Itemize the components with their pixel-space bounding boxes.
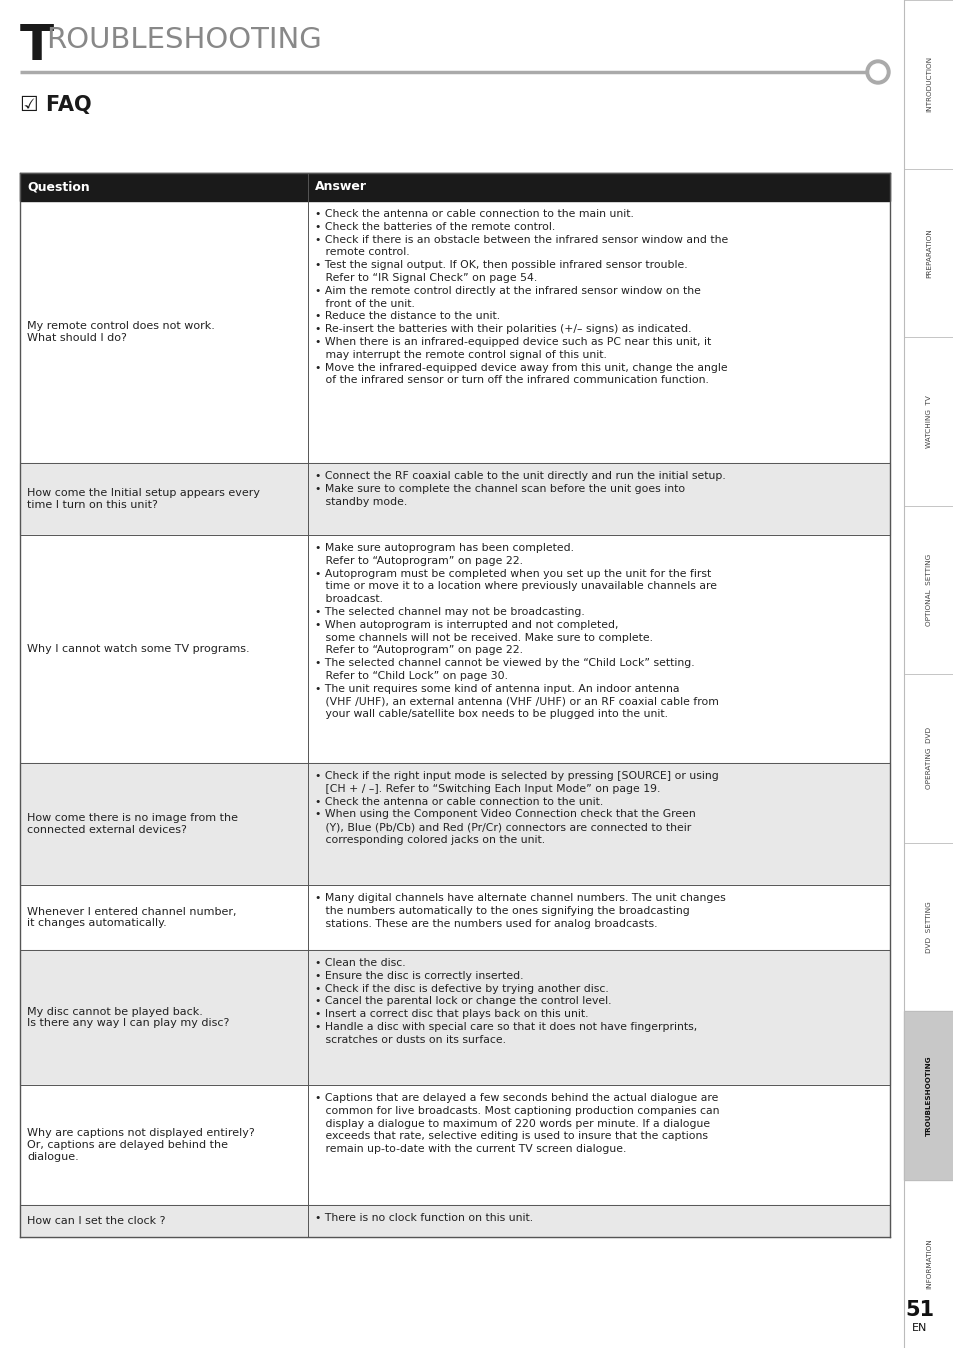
Bar	[20, 201, 889, 462]
Text: WATCHING  TV: WATCHING TV	[925, 395, 931, 448]
Text: My disc cannot be played back.
Is there any way I can play my disc?: My disc cannot be played back. Is there …	[27, 1007, 229, 1029]
Text: • Captions that are delayed a few seconds behind the actual dialogue are
   comm: • Captions that are delayed a few second…	[314, 1093, 719, 1154]
Text: Why are captions not displayed entirely?
Or, captions are delayed behind the
dia: Why are captions not displayed entirely?…	[27, 1128, 254, 1162]
Text: How come the Initial setup appears every
time I turn on this unit?: How come the Initial setup appears every…	[27, 488, 260, 510]
Text: • Check if the right input mode is selected by pressing [SOURCE] or using
   [CH: • Check if the right input mode is selec…	[314, 771, 718, 845]
Text: OPERATING  DVD: OPERATING DVD	[925, 727, 931, 790]
Text: • Many digital channels have alternate channel numbers. The unit changes
   the : • Many digital channels have alternate c…	[314, 892, 725, 929]
Bar	[20, 535, 889, 763]
Text: EN: EN	[911, 1322, 926, 1333]
Text: • Clean the disc.
• Ensure the disc is correctly inserted.
• Check if the disc i: • Clean the disc. • Ensure the disc is c…	[314, 958, 697, 1045]
Text: • Check the antenna or cable connection to the main unit.
• Check the batteries : • Check the antenna or cable connection …	[314, 209, 727, 386]
Text: Answer: Answer	[314, 181, 367, 194]
Circle shape	[865, 61, 889, 84]
Bar	[903, 1011, 953, 1180]
Bar	[20, 763, 889, 886]
Text: • Connect the RF coaxial cable to the unit directly and run the initial setup.
•: • Connect the RF coaxial cable to the un…	[314, 470, 725, 507]
Text: T: T	[20, 22, 54, 70]
Text: • Make sure autoprogram has been completed.
   Refer to “Autoprogram” on page 22: • Make sure autoprogram has been complet…	[314, 543, 719, 720]
Text: Why I cannot watch some TV programs.: Why I cannot watch some TV programs.	[27, 644, 250, 654]
Text: • There is no clock function on this unit.: • There is no clock function on this uni…	[314, 1213, 533, 1223]
Bar	[20, 886, 889, 950]
Bar	[20, 173, 889, 201]
Text: Whenever I entered channel number,
it changes automatically.: Whenever I entered channel number, it ch…	[27, 907, 236, 929]
Text: ☑ FAQ: ☑ FAQ	[20, 94, 91, 115]
Bar	[20, 950, 889, 1085]
Bar	[20, 462, 889, 535]
Text: Question: Question	[27, 181, 90, 194]
Text: ROUBLESHOOTING: ROUBLESHOOTING	[46, 26, 321, 54]
Text: My remote control does not work.
What should I do?: My remote control does not work. What sh…	[27, 321, 214, 342]
Text: OPTIONAL  SETTING: OPTIONAL SETTING	[925, 554, 931, 625]
Text: 51: 51	[904, 1299, 934, 1320]
Text: INTRODUCTION: INTRODUCTION	[925, 57, 931, 112]
Bar	[20, 1205, 889, 1237]
Circle shape	[869, 63, 885, 80]
Text: How come there is no image from the
connected external devices?: How come there is no image from the conn…	[27, 813, 237, 834]
Text: How can I set the clock ?: How can I set the clock ?	[27, 1216, 165, 1225]
Text: PREPARATION: PREPARATION	[925, 228, 931, 278]
Text: TROUBLESHOOTING: TROUBLESHOOTING	[925, 1055, 931, 1135]
Text: DVD  SETTING: DVD SETTING	[925, 900, 931, 953]
Bar	[20, 1085, 889, 1205]
Text: INFORMATION: INFORMATION	[925, 1239, 931, 1289]
